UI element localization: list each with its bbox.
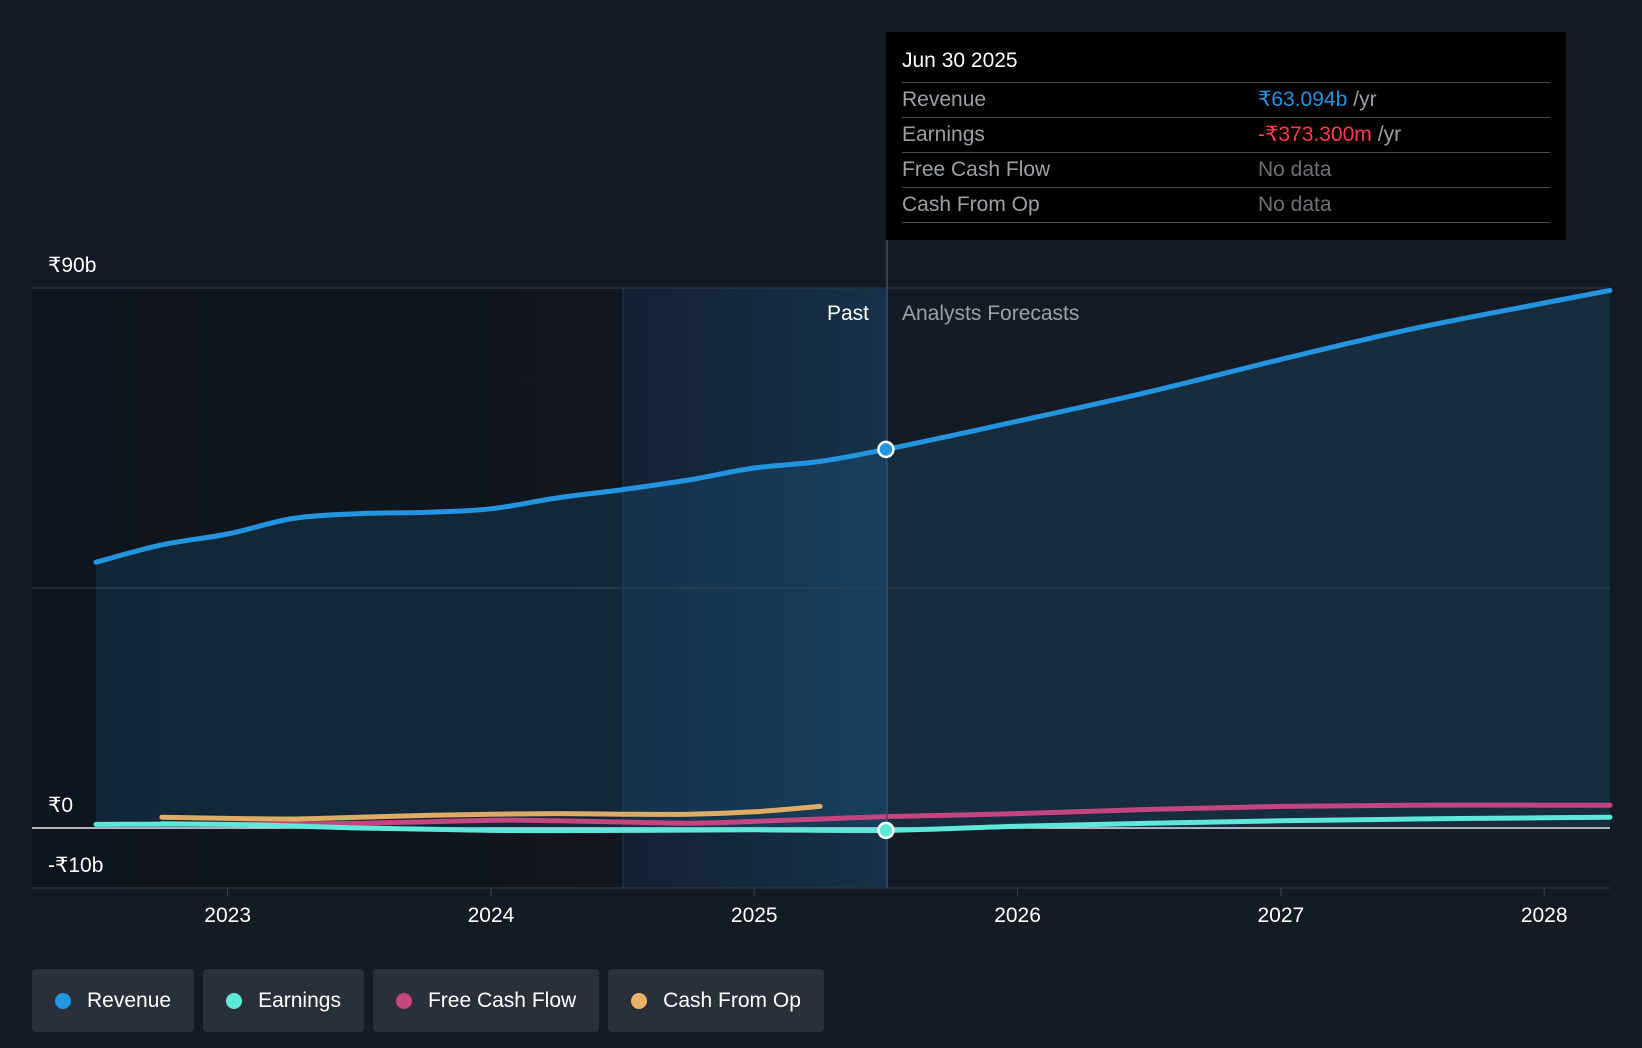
y-tick-label: ₹0	[48, 794, 73, 817]
legend-label: Cash From Op	[663, 988, 801, 1012]
revenue-hover-point	[877, 440, 895, 459]
legend-item-earnings[interactable]: Earnings	[203, 969, 364, 1032]
tooltip-label: Free Cash Flow	[902, 158, 1051, 181]
x-tick-label: 2025	[731, 904, 778, 927]
tooltip-row-revenue: Revenue ₹63.094b/yr	[902, 83, 1550, 118]
legend-label: Free Cash Flow	[427, 988, 577, 1012]
revenue-dot-icon	[55, 992, 71, 1009]
legend-item-revenue[interactable]: Revenue	[32, 969, 195, 1032]
forecast-label: Analysts Forecasts	[902, 302, 1079, 325]
tooltip-unit: /yr	[1353, 88, 1377, 111]
legend-label: Revenue	[87, 988, 172, 1012]
tooltip-row-cash-from-op: Cash From Op No data	[902, 188, 1550, 223]
tooltip-unit: /yr	[1377, 123, 1402, 146]
cash-from-op-dot-icon	[631, 992, 648, 1009]
legend-item-cash-from-op[interactable]: Cash From Op	[608, 969, 824, 1032]
free-cash-flow-line	[159, 802, 1613, 827]
tooltip-value: No data	[1258, 158, 1332, 181]
tooltip-row-free-cash-flow: Free Cash Flow No data	[902, 153, 1550, 188]
tooltip-row-earnings: Earnings -₹373.300m/yr	[902, 118, 1550, 153]
legend-item-free-cash-flow[interactable]: Free Cash Flow	[372, 969, 600, 1032]
tooltip-value: -₹373.300m	[1258, 123, 1372, 146]
x-tick-label: 2028	[1521, 904, 1568, 927]
tooltip-value: ₹63.094b	[1258, 88, 1348, 111]
cash-from-op-line	[159, 803, 823, 822]
earnings-hover-point	[877, 821, 895, 840]
earnings-dot-icon	[226, 992, 243, 1009]
tooltip: Jun 30 2025 Revenue ₹63.094b/yr Earnings…	[886, 32, 1566, 240]
x-tick-label: 2026	[994, 904, 1041, 927]
revenue-line	[93, 287, 1613, 565]
legend-label: Earnings	[258, 988, 341, 1012]
tooltip-label: Revenue	[902, 88, 987, 111]
tooltip-label: Earnings	[902, 123, 985, 146]
past-label: Past	[827, 302, 869, 325]
x-tick-label: 2027	[1258, 904, 1305, 927]
y-tick-label: ₹90b	[48, 254, 96, 277]
revenue-area	[96, 290, 1610, 828]
x-tick-label: 2024	[468, 904, 515, 927]
tooltip-value: No data	[1258, 193, 1332, 216]
tooltip-date: Jun 30 2025	[902, 46, 1550, 83]
x-tick-label: 2023	[204, 904, 251, 927]
tooltip-label: Cash From Op	[902, 193, 1040, 216]
free-cash-flow-dot-icon	[395, 992, 412, 1009]
legend: Revenue Earnings Free Cash Flow Cash Fro…	[32, 969, 824, 1032]
y-tick-label: -₹10b	[48, 854, 103, 877]
